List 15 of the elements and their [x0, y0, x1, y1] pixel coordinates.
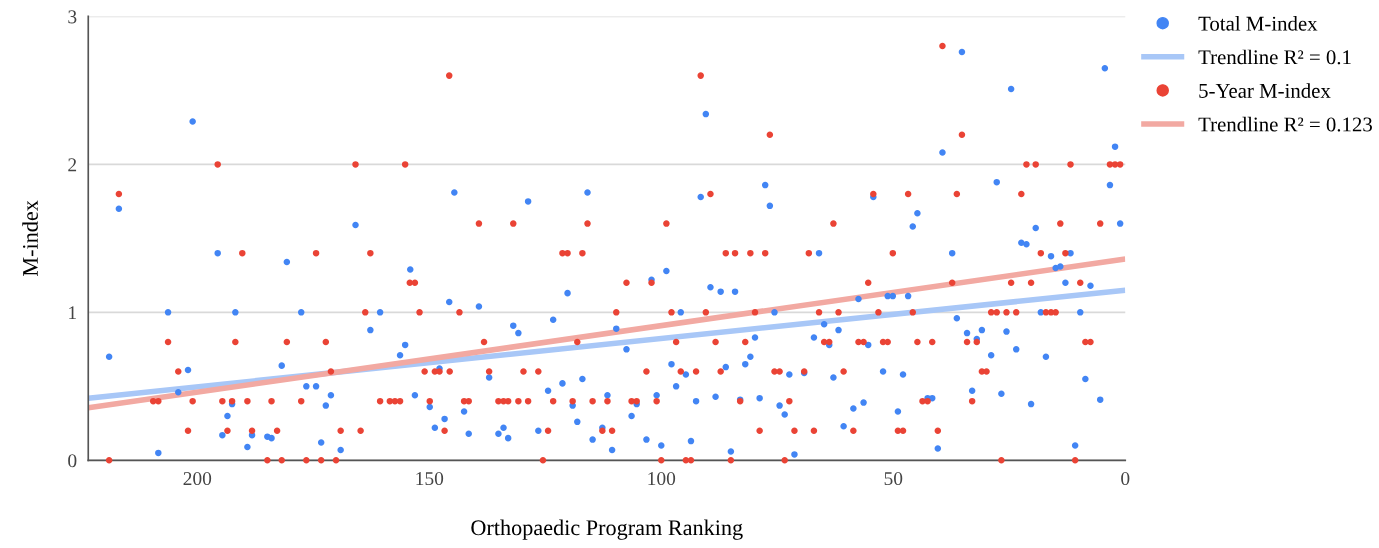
legend-label: Trendline R² = 0.1 [1198, 49, 1351, 65]
legend-label: Total M-index [1198, 16, 1318, 31]
x-tick-label: 100 [648, 471, 676, 486]
x-axis-title: Orthopaedic Program Ranking [471, 519, 743, 540]
y-tick-label: 2 [68, 158, 77, 172]
y-tick-label: 3 [68, 10, 77, 24]
x-tick-label: 50 [884, 471, 903, 486]
x-tick-label: 200 [183, 471, 212, 486]
legend-label: 5-Year M-index [1199, 83, 1331, 98]
y-tick-label: 1 [69, 306, 76, 320]
x-tick-label: 150 [416, 471, 444, 486]
legend-label: Trendline R² = 0.123 [1198, 116, 1372, 132]
y-axis-title: M-index [22, 200, 38, 277]
x-tick-label: 0 [1121, 471, 1130, 486]
y-tick-label: 0 [68, 454, 77, 468]
